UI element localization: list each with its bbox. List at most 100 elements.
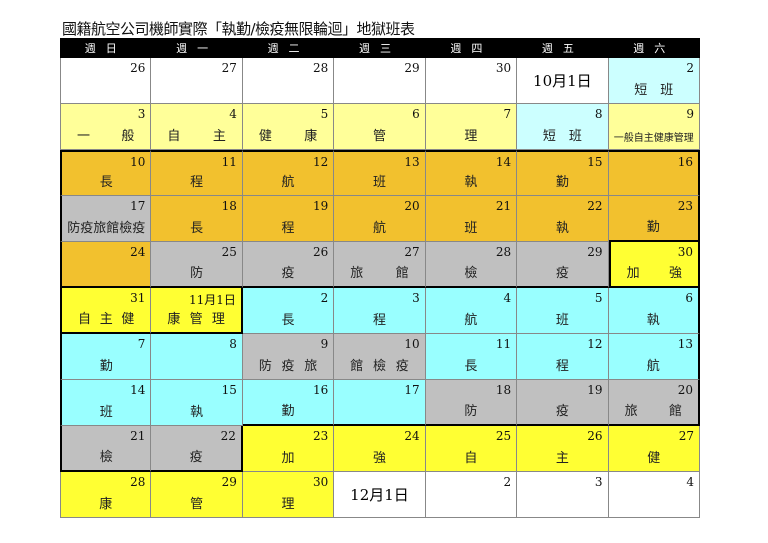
day-number: 4: [229, 107, 237, 121]
schedule-text: 管: [190, 497, 204, 512]
schedule-text: 理: [464, 129, 478, 144]
schedule-text: 自主: [167, 129, 226, 144]
weekday-header: 週六: [608, 38, 700, 58]
day-number: 10: [404, 337, 420, 351]
calendar-day-cell: 30: [425, 58, 518, 104]
day-number: 22: [587, 199, 603, 213]
calendar-day-cell: 22 執: [517, 196, 609, 242]
schedule-text: 強: [372, 451, 386, 466]
calendar-day-cell: 16 勤: [242, 380, 335, 426]
schedule-text: 疫: [555, 404, 569, 419]
calendar-day-cell: 13 班: [334, 150, 426, 196]
day-number: 25: [495, 429, 512, 443]
day-number: 6: [412, 107, 420, 121]
schedule-text: 勤: [555, 175, 569, 190]
schedule-text: 執: [555, 221, 569, 236]
day-number: 20: [677, 383, 693, 397]
day-number: 15: [221, 383, 237, 397]
day-number: 30: [677, 245, 693, 259]
calendar-grid: 週日 週一 週二 週三 週四 週五 週六 26 27 28 29 30 10月1日 2 短 班 3 一般 4 自主 5…: [60, 38, 700, 518]
calendar-day-cell: 4: [608, 472, 700, 518]
calendar-day-cell: 30 理: [242, 472, 335, 518]
month-start-label: 10月1日: [533, 72, 592, 90]
calendar-day-cell: 28 康: [60, 472, 152, 518]
day-number: 24: [130, 245, 146, 259]
day-number: 27: [221, 61, 237, 75]
calendar-day-cell: 19 程: [242, 196, 335, 242]
calendar-day-cell: 18 長: [151, 196, 243, 242]
day-number: 30: [313, 475, 329, 489]
calendar-day-cell: 5 健康: [242, 104, 335, 150]
calendar-day-cell: 15 執: [151, 380, 243, 426]
calendar-day-cell: 10 館檢疫: [334, 334, 426, 380]
weekday-header: 週四: [425, 38, 518, 58]
calendar-day-cell: 8: [151, 334, 243, 380]
day-number: 27: [404, 245, 420, 259]
day-number: 28: [130, 475, 146, 489]
calendar-day-cell: 9 防疫旅: [242, 334, 335, 380]
calendar-day-cell: 10 長: [60, 150, 152, 196]
calendar-day-cell: 10月1日: [517, 58, 609, 104]
day-number: 10: [130, 155, 146, 169]
day-number: 30: [495, 61, 512, 75]
schedule-text: 執: [464, 175, 478, 190]
calendar-day-cell: 20 旅館: [608, 380, 700, 426]
calendar-day-cell: 21 班: [425, 196, 518, 242]
calendar-day-cell: 18 防: [425, 380, 518, 426]
calendar-day-cell: 3: [517, 472, 609, 518]
day-number: 26: [587, 429, 603, 443]
day-number: 25: [221, 245, 237, 259]
day-number: 2: [686, 61, 694, 75]
schedule-text: 一般: [77, 129, 135, 144]
schedule-text: 長: [99, 175, 113, 190]
schedule-text: 長: [464, 359, 478, 374]
day-number: 2: [320, 291, 329, 305]
calendar-day-cell: 28: [242, 58, 335, 104]
calendar-day-cell: 4 自主: [151, 104, 243, 150]
day-number: 7: [137, 337, 146, 351]
schedule-text: 短 班: [634, 83, 674, 98]
day-number: 23: [313, 429, 329, 443]
schedule-text: 防: [190, 266, 204, 281]
day-number: 15: [587, 155, 603, 169]
day-number: 9: [686, 107, 694, 121]
schedule-text: 健康: [258, 129, 318, 144]
schedule-text: 康管理: [167, 312, 225, 327]
calendar-day-cell: 2: [425, 472, 518, 518]
calendar-day-cell: 29 疫: [517, 242, 609, 288]
day-number: 21: [495, 199, 512, 213]
schedule-text: 程: [281, 221, 295, 236]
schedule-text: 航: [646, 359, 660, 374]
day-number: 16: [677, 155, 693, 169]
calendar-day-cell: 11 程: [151, 150, 243, 196]
day-number: 8: [229, 337, 237, 351]
schedule-text: 防: [464, 404, 478, 419]
schedule-text: 館檢疫: [350, 359, 409, 374]
calendar-day-cell: 25 自: [425, 426, 518, 472]
calendar-day-cell: 15 勤: [517, 150, 609, 196]
schedule-text: 加: [281, 451, 295, 466]
weekday-header: 週五: [517, 38, 609, 58]
day-number: 29: [221, 475, 237, 489]
calendar-day-cell: 29 管: [151, 472, 243, 518]
calendar-day-cell: 27: [151, 58, 243, 104]
day-number: 17: [130, 199, 146, 213]
day-number: 28: [495, 245, 512, 259]
day-number: 9: [320, 337, 329, 351]
day-number: 28: [313, 61, 329, 75]
calendar-day-cell: 21 檢: [60, 426, 152, 472]
schedule-text: 防疫旅: [258, 359, 318, 374]
schedule-text: 班: [99, 405, 113, 420]
day-number: 12: [313, 155, 329, 169]
calendar-day-cell: 9 一般自主健康管理: [608, 104, 700, 150]
schedule-text: 勤: [281, 404, 295, 419]
schedule-text: 長: [190, 221, 204, 236]
schedule-text: 理: [281, 497, 295, 512]
schedule-text: 旅館: [624, 404, 682, 419]
day-number: 18: [495, 383, 512, 397]
